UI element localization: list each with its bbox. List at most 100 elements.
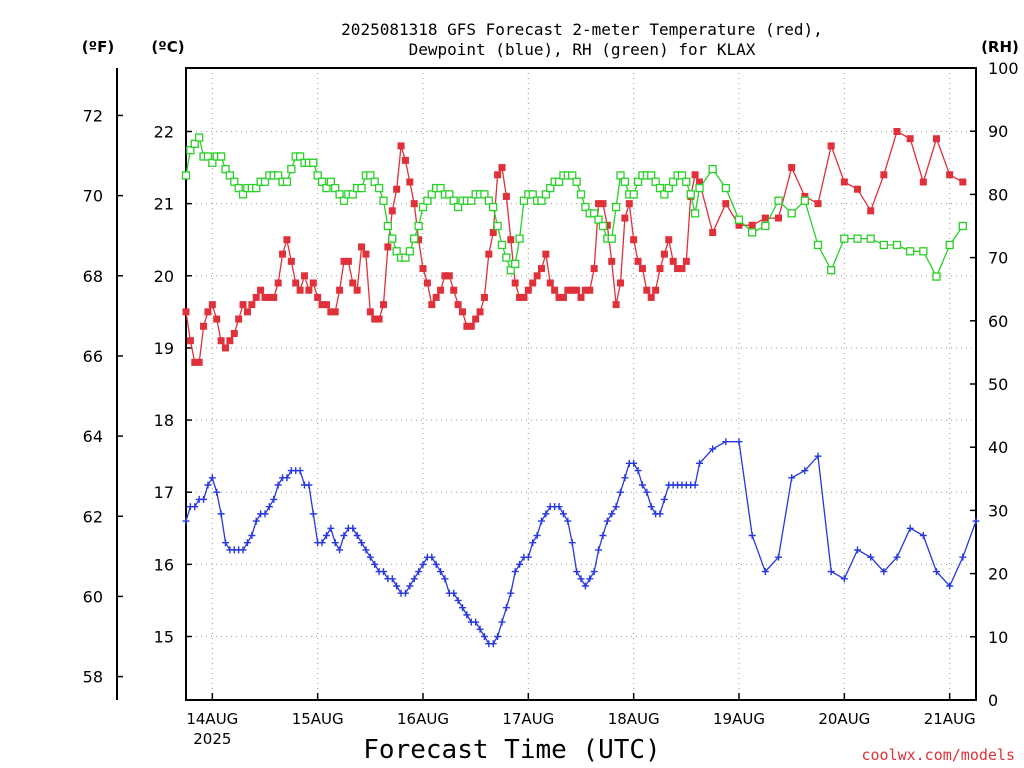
dewpoint-point [502, 604, 510, 612]
temperature-point [432, 293, 440, 301]
temperature-point [314, 293, 322, 301]
dewpoint-point [318, 539, 326, 547]
x-tick-label: 15AUG [292, 710, 344, 728]
dewpoint-point [516, 560, 524, 568]
temperature-point [533, 272, 541, 280]
dewpoint-point [603, 517, 611, 525]
rh-point [331, 183, 340, 193]
temperature-point [265, 293, 273, 301]
dewpoint-point [388, 575, 396, 583]
celsius-unit-label: (ºC) [151, 38, 184, 56]
temperature-point [380, 301, 387, 309]
temperature-point [301, 272, 308, 280]
rh-point [181, 171, 191, 180]
rh-point [467, 196, 476, 205]
temperature-point [388, 207, 396, 215]
rh-point [427, 190, 436, 199]
dewpoint-point [248, 532, 256, 540]
temperature-point [555, 293, 563, 301]
rh-point [282, 177, 292, 186]
dewpoint-point [946, 582, 954, 590]
temperature-point [222, 344, 229, 352]
temperature-point [674, 265, 682, 273]
celsius-tick-label: 15 [154, 628, 174, 647]
dewpoint-point [217, 510, 225, 518]
fahrenheit-unit-label: (ºF) [82, 38, 114, 56]
temperature-point [362, 250, 370, 258]
dewpoint-point [586, 575, 594, 583]
grid-lines [186, 68, 976, 700]
rh-point [366, 171, 375, 180]
temperature-point [393, 185, 401, 193]
temperature-point [235, 315, 243, 323]
temperature-point [498, 164, 506, 172]
rh-point [515, 234, 524, 243]
rh-point [945, 240, 954, 250]
temperature-point [195, 358, 203, 366]
temperature-point [186, 337, 194, 345]
dewpoint-point [634, 467, 642, 475]
temperature-point [586, 286, 594, 294]
rh-point [734, 215, 744, 224]
rh-point [840, 234, 849, 243]
celsius-tick-label: 16 [154, 555, 174, 574]
rh-point [506, 266, 515, 275]
temperature-point [450, 286, 458, 294]
temperature-point [428, 301, 436, 309]
rh-point [230, 177, 239, 186]
rh-point [260, 177, 270, 186]
rh-point [414, 221, 423, 231]
rh-tick-label: 10 [988, 628, 1008, 647]
temperature-point [239, 301, 247, 309]
temperature-point [459, 308, 466, 316]
temperature-point [226, 337, 234, 345]
rh-point [761, 221, 770, 231]
rh-point [392, 247, 401, 256]
rh-point [484, 196, 493, 205]
temperature-point [612, 301, 620, 309]
temperature-point [524, 286, 532, 294]
temperature-point [309, 279, 317, 287]
rh-point [401, 253, 410, 262]
dewpoint-point [814, 452, 822, 460]
dewpoint-point [222, 539, 229, 547]
temperature-point [529, 279, 537, 287]
rh-point [686, 190, 695, 199]
rh-point [388, 234, 397, 243]
rh-point [664, 183, 673, 193]
temperature-point [678, 265, 686, 273]
rh-point [326, 177, 335, 186]
temperature-point [761, 214, 769, 222]
rh-tick-label: 0 [988, 691, 998, 710]
temperature-point [476, 308, 484, 316]
temperature-point [213, 315, 221, 323]
dewpoint-point [840, 575, 848, 583]
rh-point [598, 221, 608, 231]
dewpoint-point [340, 532, 348, 540]
temperature-point [406, 178, 414, 186]
temperature-point [257, 286, 265, 294]
temperature-point [485, 250, 493, 258]
temperature-point [384, 243, 392, 251]
dewpoint-point [428, 553, 436, 561]
dewpoint-point [472, 618, 480, 626]
dewpoint-point [906, 524, 914, 532]
temperature-point [397, 142, 405, 150]
dewpoint-point [362, 546, 370, 554]
dewpoint-point [608, 510, 616, 518]
temperature-point [296, 286, 304, 294]
dewpoint-point [959, 553, 967, 561]
dewpoint-point [349, 524, 357, 532]
rh-point [651, 177, 660, 186]
rh-point [568, 171, 577, 180]
dewpoint-point [893, 553, 901, 561]
temperature-point [652, 286, 660, 294]
celsius-tick-label: 18 [154, 411, 174, 430]
temperature-point [617, 279, 624, 287]
rh-point [374, 183, 384, 193]
rh-tick-label: 40 [988, 438, 1008, 457]
dewpoint-point [867, 553, 875, 561]
temperature-point [182, 308, 190, 316]
rh-point [695, 183, 704, 193]
temperature-point [573, 286, 581, 294]
